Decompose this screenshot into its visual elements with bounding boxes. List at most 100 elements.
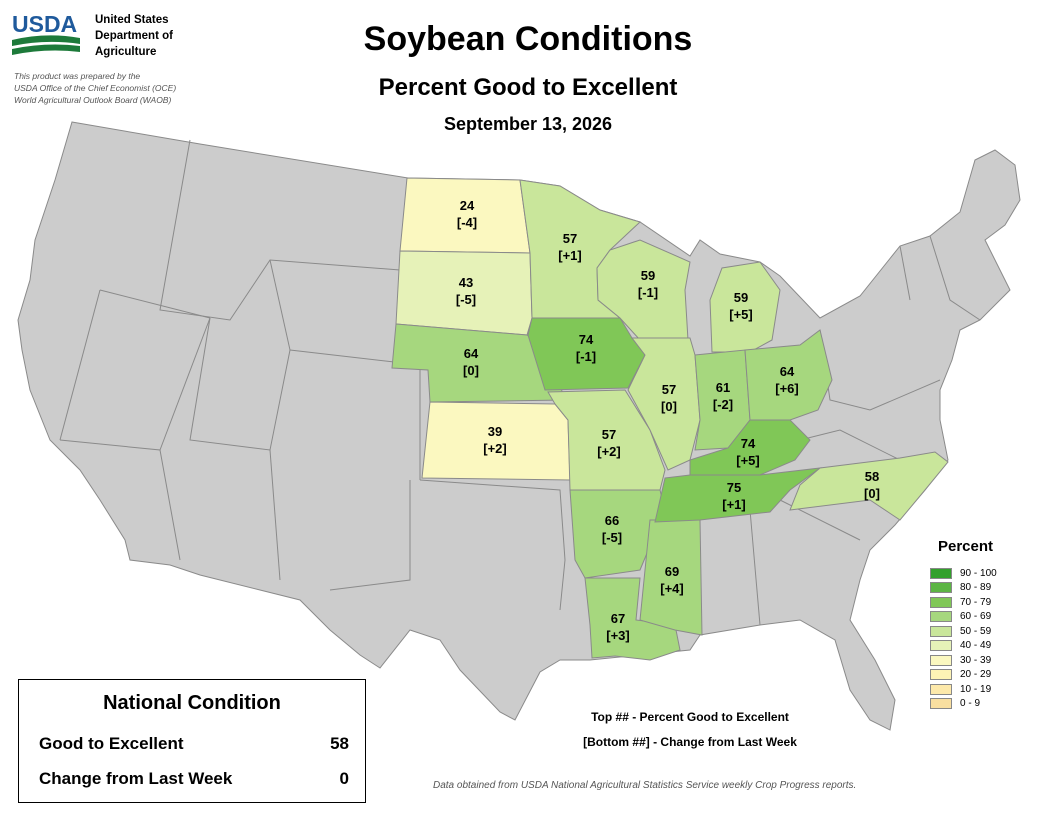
label-value-illinois: 57 [662, 382, 676, 397]
prepared-line-1: This product was prepared by the [14, 71, 141, 81]
label-value-tennessee: 75 [727, 480, 741, 495]
legend-label: 70 - 79 [960, 596, 992, 608]
label-value-nebraska: 64 [464, 346, 479, 361]
map-date: September 13, 2026 [443, 114, 613, 134]
label-value-louisiana: 67 [611, 611, 625, 626]
national-change-value: 0 [339, 769, 349, 788]
label-value-kentucky: 74 [741, 436, 756, 451]
label-value-ohio: 64 [780, 364, 795, 379]
state-labels: 24 [-4] 43 [-5] 64 [0] 39 [+2] 57 [+1] 7… [456, 198, 880, 643]
legend-swatch [930, 611, 952, 623]
label-change-nebraska: [0] [463, 363, 479, 378]
label-change-ohio: [+6] [775, 381, 798, 396]
map-subtitle: Percent Good to Excellent [378, 74, 678, 101]
state-north-carolina [789, 451, 949, 521]
label-value-missouri: 57 [602, 427, 616, 442]
label-value-indiana: 61 [716, 380, 730, 395]
national-condition-title: National Condition [103, 692, 281, 714]
legend-item: 30 - 39 [930, 653, 997, 668]
state-louisiana [584, 577, 681, 661]
legend-item: 90 - 100 [930, 566, 997, 581]
usda-logo-text: USDA [12, 12, 77, 37]
legend-label: 20 - 29 [960, 669, 992, 681]
state-tennessee [654, 467, 822, 523]
legend-label: 80 - 89 [960, 582, 992, 594]
label-change-iowa: [-1] [576, 349, 596, 364]
legend-swatch [930, 669, 952, 681]
label-key-bottom: [Bottom ##] - Change from Last Week [583, 735, 797, 749]
label-change-mississippi: [+4] [660, 581, 683, 596]
label-value-wisconsin: 59 [641, 268, 655, 283]
legend: 90 - 100 80 - 89 70 - 79 60 - 69 50 - 59… [930, 566, 997, 711]
legend-label: 60 - 69 [960, 611, 992, 623]
state-illinois [627, 337, 701, 471]
label-value-south-dakota: 43 [459, 275, 473, 290]
label-change-kentucky: [+5] [736, 453, 759, 468]
label-value-north-dakota: 24 [460, 198, 475, 213]
legend-item: 0 - 9 [930, 697, 997, 712]
label-value-mississippi: 69 [665, 564, 679, 579]
prepared-by-note: This product was prepared by the USDA Of… [14, 70, 176, 106]
prepared-line-3: World Agricultural Outlook Board (WAOB) [14, 95, 172, 105]
label-change-south-dakota: [-5] [456, 292, 476, 307]
state-wisconsin [596, 239, 691, 341]
legend-item: 20 - 29 [930, 668, 997, 683]
legend-item: 80 - 89 [930, 581, 997, 596]
label-value-kansas: 39 [488, 424, 502, 439]
legend-item: 40 - 49 [930, 639, 997, 654]
label-change-arkansas: [-5] [602, 530, 622, 545]
map-title: Soybean Conditions [363, 20, 693, 58]
legend-swatch [930, 625, 952, 637]
label-change-louisiana: [+3] [606, 628, 629, 643]
label-value-arkansas: 66 [605, 513, 619, 528]
label-value-minnesota: 57 [563, 231, 577, 246]
legend-swatch [930, 567, 952, 579]
legend-swatch [930, 582, 952, 594]
label-value-iowa: 74 [579, 332, 594, 347]
label-change-missouri: [+2] [597, 444, 620, 459]
label-value-michigan: 59 [734, 290, 748, 305]
legend-swatch [930, 654, 952, 666]
legend-swatch [930, 683, 952, 695]
legend-label: 10 - 19 [960, 683, 992, 695]
label-change-minnesota: [+1] [558, 248, 581, 263]
label-change-michigan: [+5] [729, 307, 752, 322]
national-good-excellent-value: 58 [330, 734, 349, 753]
label-change-north-dakota: [-4] [457, 215, 477, 230]
label-change-north-carolina: [0] [864, 486, 880, 501]
legend-label: 50 - 59 [960, 625, 992, 637]
agency-line-2: Department of [95, 30, 173, 42]
label-change-illinois: [0] [661, 399, 677, 414]
label-change-indiana: [-2] [713, 397, 733, 412]
legend-label: 0 - 9 [960, 698, 981, 710]
label-change-kansas: [+2] [483, 441, 506, 456]
national-good-excellent-label: Good to Excellent [39, 734, 184, 753]
legend-swatch [930, 596, 952, 608]
legend-swatch [930, 640, 952, 652]
state-michigan [709, 261, 781, 353]
label-value-north-carolina: 58 [865, 469, 879, 484]
agency-name: United States Department of Agriculture [95, 12, 173, 60]
legend-label: 30 - 39 [960, 654, 992, 666]
state-arkansas [569, 489, 666, 579]
legend-title: Percent [938, 538, 994, 555]
national-good-excellent-row: Good to Excellent 58 [39, 734, 349, 754]
usda-logo: USDA [12, 12, 80, 55]
label-key-top: Top ## - Percent Good to Excellent [591, 710, 789, 724]
label-change-wisconsin: [-1] [638, 285, 658, 300]
data-source-footnote: Data obtained from USDA National Agricul… [433, 780, 857, 791]
legend-label: 40 - 49 [960, 640, 992, 652]
legend-item: 60 - 69 [930, 610, 997, 625]
agency-line-3: Agriculture [95, 46, 157, 58]
legend-item: 10 - 19 [930, 682, 997, 697]
national-change-label: Change from Last Week [39, 769, 233, 788]
national-condition-box: National Condition Good to Excellent 58 … [18, 679, 366, 803]
legend-swatch [930, 698, 952, 710]
prepared-line-2: USDA Office of the Chief Economist (OCE) [14, 83, 177, 93]
legend-label: 90 - 100 [960, 567, 997, 579]
label-change-tennessee: [+1] [722, 497, 745, 512]
agency-line-1: United States [95, 14, 169, 26]
national-change-row: Change from Last Week 0 [39, 769, 349, 789]
legend-item: 50 - 59 [930, 624, 997, 639]
